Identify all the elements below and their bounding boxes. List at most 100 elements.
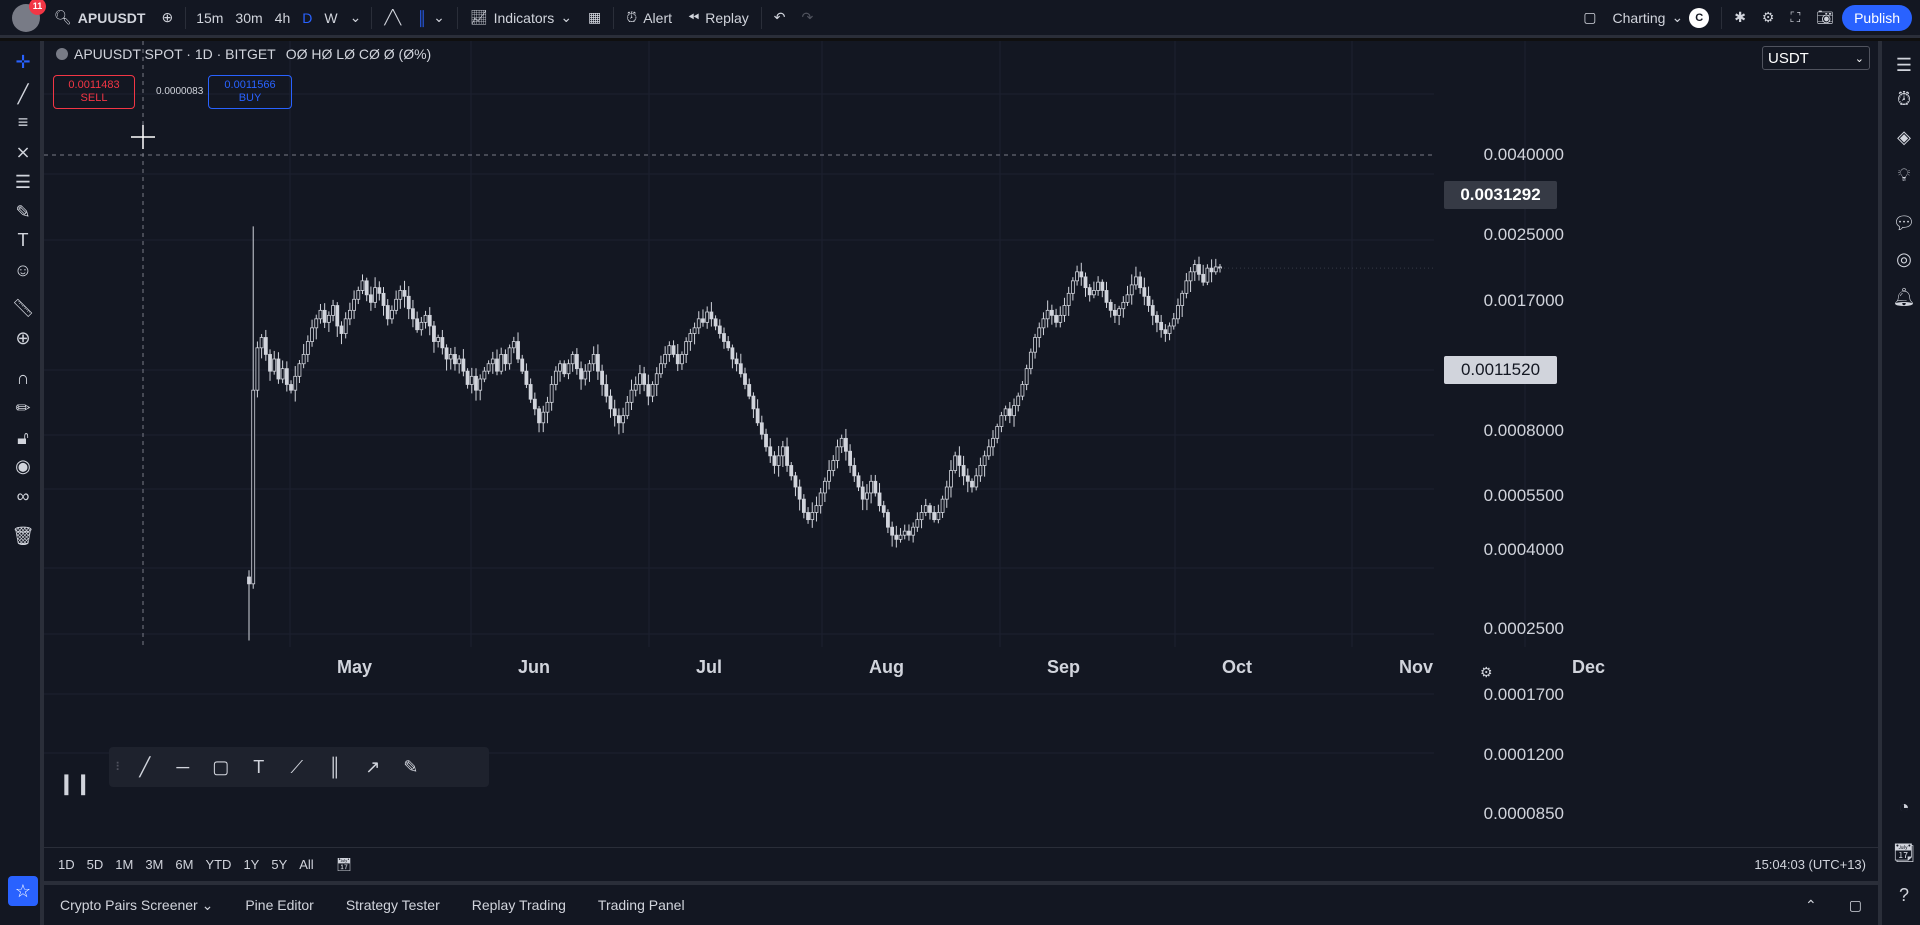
chart-pane[interactable]: APUUSDT SPOT · 1D · BITGET OØ HØ LØ CØ Ø… (44, 41, 1878, 847)
candle-chart-button[interactable]: ║ ⌄ (409, 0, 453, 37)
range-all[interactable]: All (299, 857, 314, 872)
currency-select[interactable]: USDT ⌄ (1762, 46, 1870, 70)
lock-icon[interactable]: 🔓︎ (17, 427, 29, 448)
interval-w[interactable]: W (324, 9, 338, 26)
line-chart-button[interactable]: ╱╲ (376, 0, 409, 37)
tab-trading-panel[interactable]: Trading Panel (597, 897, 685, 913)
clock[interactable]: 15:04:03 (UTC+13) (1754, 857, 1866, 872)
horizontal-lines-icon[interactable]: ≡ (17, 111, 29, 132)
fullscreen-button[interactable]: ⛶ (1782, 0, 1808, 37)
symbol-search[interactable]: 🔍︎ APUUSDT (46, 0, 153, 37)
tab-strategy-tester[interactable]: Strategy Tester (345, 897, 440, 913)
maximize-panel-icon[interactable]: ▢ (1848, 896, 1862, 913)
candle (1167, 322, 1172, 341)
interval-d[interactable]: D (302, 9, 313, 26)
brush-icon[interactable]: ✎ (15, 201, 31, 222)
range-1d[interactable]: 1D (58, 857, 75, 872)
quick-search-button[interactable]: ✱ (1726, 0, 1754, 37)
alert-button[interactable]: ⏰︎ Alert (618, 0, 680, 37)
range-6m[interactable]: 6M (175, 857, 194, 872)
path-icon[interactable]: ⟋ (290, 756, 304, 777)
candle (848, 444, 852, 473)
candle (940, 495, 945, 518)
sell-button[interactable]: 0.0011483 SELL (53, 75, 135, 109)
rectangle-icon[interactable]: ▢ (212, 756, 230, 777)
settings-button[interactable]: ⚙ (1754, 0, 1783, 37)
range-ytd[interactable]: YTD (205, 857, 232, 872)
range-1m[interactable]: 1M (115, 857, 134, 872)
range-3m[interactable]: 3M (145, 857, 164, 872)
candle (1066, 286, 1071, 316)
magnet-icon[interactable]: ∩ (16, 367, 30, 388)
ideas-bulb-icon[interactable]: 💡︎ (1897, 164, 1911, 185)
collapse-panel-icon[interactable]: ⌃ (1805, 896, 1817, 913)
candle (970, 478, 974, 493)
ray-icon[interactable]: ↗ (365, 756, 381, 777)
range-5d[interactable]: 5D (86, 857, 104, 872)
candle (1205, 264, 1210, 286)
notifications-bell-icon[interactable]: 🔔︎ (1892, 286, 1916, 307)
long-position-icon[interactable]: ║ (328, 756, 342, 777)
square-icon: ▢ (1583, 9, 1597, 25)
buy-button[interactable]: 0.0011566 BUY (208, 75, 292, 109)
interval-15m[interactable]: 15m (196, 9, 224, 26)
trash-icon[interactable]: 🗑︎ (11, 525, 35, 546)
layouts-button[interactable]: ▦ (580, 0, 609, 37)
candle (1070, 277, 1075, 301)
pitchfork-icon[interactable]: ⨯ (15, 141, 31, 162)
ruler-icon[interactable]: 📏︎ (11, 297, 35, 318)
replay-button[interactable]: ⏪︎ Replay (680, 0, 757, 37)
layout-toggle-button[interactable]: ▢ (1575, 0, 1604, 37)
text-icon[interactable]: T (253, 756, 265, 777)
text-icon[interactable]: T (17, 229, 29, 250)
candle (713, 315, 718, 331)
help-icon[interactable]: ? (1898, 884, 1909, 905)
interval-4h[interactable]: 4h (274, 9, 291, 26)
link-icon[interactable]: ∞ (16, 485, 30, 506)
chevron-down-icon[interactable]: ⌄ (349, 9, 362, 25)
indicators-button[interactable]: 📈︎ Indicators ⌄ (462, 0, 580, 37)
settings-icon[interactable]: ⚙ (1480, 664, 1493, 680)
sell-price: 0.0011483 (68, 79, 120, 91)
layout-menu[interactable]: Charting ⌄ C (1605, 0, 1718, 37)
horizontal-line-icon[interactable]: ─ (176, 756, 190, 777)
range-1y[interactable]: 1Y (243, 857, 260, 872)
candle (953, 451, 958, 474)
publish-button[interactable]: Publish (1842, 4, 1912, 31)
watchlist-star-button[interactable]: ☆ (8, 876, 38, 906)
compare-button[interactable]: ⊕ (153, 0, 181, 37)
candle (797, 479, 802, 511)
candle (377, 281, 382, 301)
avatar[interactable]: 11 (12, 0, 46, 32)
streams-icon[interactable]: ◎ (1896, 248, 1912, 269)
snapshot-button[interactable]: 📷︎ (1808, 0, 1842, 37)
interval-30m[interactable]: 30m (235, 9, 263, 26)
calendar-icon[interactable]: 📅︎ (335, 856, 353, 872)
layers-icon[interactable]: ◈ (1897, 126, 1911, 147)
tab-replay-trading[interactable]: Replay Trading (471, 897, 566, 913)
candle (1117, 305, 1122, 326)
tab-pine-editor[interactable]: Pine Editor (245, 897, 314, 913)
candle (978, 457, 983, 482)
tab-screener[interactable]: Crypto Pairs Screener ⌄ (60, 896, 214, 913)
eye-icon[interactable]: ◉ (15, 455, 31, 476)
lock-pencil-icon[interactable]: ✏ (15, 397, 31, 418)
emoji-icon[interactable]: ☺ (13, 259, 33, 280)
undo-button[interactable]: ↶ (766, 0, 794, 37)
candle (499, 347, 504, 375)
calendar-icon[interactable]: 📆︎ (1892, 842, 1916, 863)
fib-retracement-icon[interactable]: ☰ (14, 171, 32, 192)
trend-line-icon[interactable]: ╱ (139, 756, 151, 777)
candle (511, 336, 516, 354)
watchlist-icon[interactable]: ☰ (1895, 54, 1913, 75)
chat-icon[interactable]: 💬︎ (1892, 212, 1916, 233)
brush-icon[interactable]: ✎ (403, 756, 419, 777)
crosshair-icon[interactable]: ✛ (15, 51, 31, 72)
redo-button[interactable]: ↷ (794, 0, 822, 37)
dom-icon[interactable]: ◔ (1898, 796, 1910, 817)
trend-line-icon[interactable]: ╱ (17, 83, 29, 104)
range-5y[interactable]: 5Y (271, 857, 288, 872)
zoom-in-icon[interactable]: ⊕ (15, 327, 31, 348)
drag-handle-icon[interactable]: ⠇ (115, 760, 124, 774)
alerts-clock-icon[interactable]: ⏰︎ (1896, 88, 1912, 109)
